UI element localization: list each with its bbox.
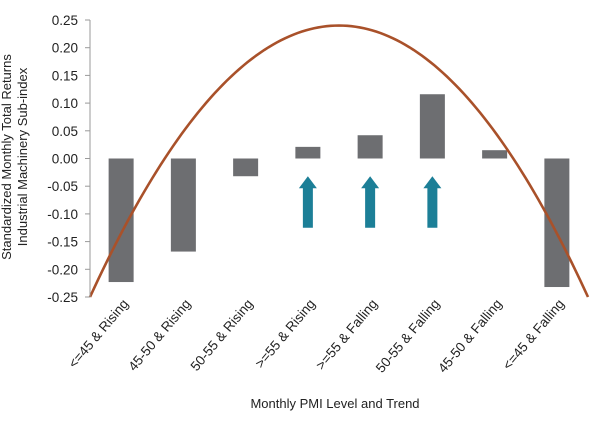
up-arrow (361, 176, 380, 228)
x-tick-label: 50-55 & Falling (373, 296, 443, 375)
bar (170, 158, 196, 252)
trend-curve (88, 24, 590, 298)
y-tick-label: 0.25 (52, 13, 78, 28)
y-tick-label: 0.20 (52, 41, 78, 56)
up-arrow (298, 176, 317, 228)
y-tick-label: -0.25 (47, 290, 78, 305)
x-tick-label: 45-50 & Falling (435, 296, 505, 375)
y-tick-label: -0.15 (47, 235, 78, 250)
bar (295, 146, 321, 159)
y-tick-label: -0.20 (47, 262, 78, 277)
x-axis-title: Monthly PMI Level and Trend (250, 396, 419, 411)
x-tick-label: <=45 & Falling (500, 296, 567, 372)
arrows (298, 176, 442, 228)
x-tick-label: 45-50 & Rising (125, 296, 193, 373)
x-tick-label: <=45 & Rising (65, 296, 131, 371)
y-axis-title-line-1: Standardized Monthly Total Returns (0, 54, 14, 260)
bars (108, 94, 570, 288)
y-tick-label: 0.00 (52, 152, 78, 167)
x-tick-label: 50-55 & Rising (188, 296, 256, 373)
x-tick-label: >=55 & Rising (252, 296, 318, 371)
y-axis-title: Standardized Monthly Total Returns Indus… (0, 54, 30, 260)
y-tick-label: -0.10 (47, 207, 78, 222)
bar (233, 158, 259, 177)
bar (357, 135, 383, 159)
x-tick-label: >=55 & Falling (313, 296, 380, 372)
y-tick-label: 0.15 (52, 68, 78, 83)
bar (108, 158, 134, 283)
bar (419, 94, 445, 159)
y-tick-label: 0.05 (52, 124, 78, 139)
y-axis-title-line-2: Industrial Machinery Sub-index (15, 67, 30, 246)
y-tick-label: -0.05 (47, 179, 78, 194)
up-arrow (423, 176, 442, 228)
y-tick-label: 0.10 (52, 96, 78, 111)
bar (544, 158, 570, 288)
y-axis-ticks: 0.25 0.20 0.15 0.10 0.05 0.00 -0.05 -0.10 -0.15 -… (47, 13, 90, 305)
bar (482, 150, 508, 159)
